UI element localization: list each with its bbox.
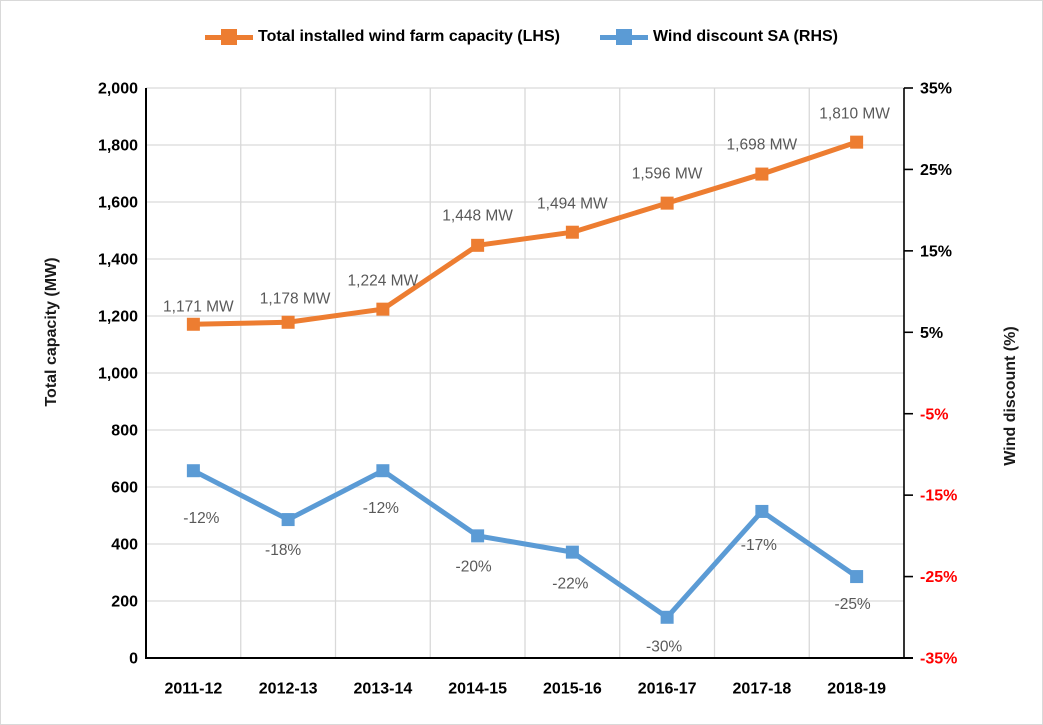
category-label: 2013-14 xyxy=(354,681,413,698)
data-label-discount: -12% xyxy=(183,510,219,527)
legend-square-swatch xyxy=(220,29,237,45)
data-point-marker-discount xyxy=(850,570,864,584)
data-point-marker-capacity xyxy=(850,135,864,149)
data-label-capacity: 1,698 MW xyxy=(727,136,798,153)
category-label: 2015-16 xyxy=(543,681,602,698)
right-axis-tick-label: 15% xyxy=(920,243,952,260)
left-axis-tick-label: 1,200 xyxy=(98,309,138,326)
data-point-marker-discount xyxy=(186,464,200,478)
data-label-capacity: 1,810 MW xyxy=(819,106,890,123)
right-axis-tick-label: -25% xyxy=(920,569,957,586)
series-line-capacity xyxy=(190,139,860,327)
data-label-discount: -12% xyxy=(363,500,399,517)
data-point-marker-capacity xyxy=(471,238,485,252)
data-label-capacity: 1,494 MW xyxy=(537,196,608,213)
data-label-discount: -18% xyxy=(265,542,301,559)
right-axis-tick-label: -35% xyxy=(920,651,957,668)
data-label-discount: -17% xyxy=(741,537,777,554)
data-point-marker-capacity xyxy=(755,167,769,181)
data-point-marker-capacity xyxy=(281,315,295,329)
data-point-marker-capacity xyxy=(565,225,579,239)
data-point-marker-discount xyxy=(565,545,579,559)
category-label: 2012-13 xyxy=(259,681,318,698)
legend-item-capacity: Total installed wind farm capacity (LHS) xyxy=(204,28,560,46)
data-label-capacity: 1,448 MW xyxy=(442,208,513,225)
left-axis-tick-label: 1,800 xyxy=(98,138,138,155)
category-label: 2016-17 xyxy=(638,681,697,698)
category-label: 2014-15 xyxy=(448,681,507,698)
left-axis-tick-label: 800 xyxy=(111,423,138,440)
legend-label-discount: Wind discount SA (RHS) xyxy=(652,28,838,45)
category-label: 2011-12 xyxy=(164,681,222,698)
data-label-discount: -22% xyxy=(552,576,588,593)
data-label-capacity: 1,178 MW xyxy=(260,291,331,308)
data-label-capacity: 1,596 MW xyxy=(632,166,703,183)
line-square-marker-icon xyxy=(599,29,648,45)
legend: Total installed wind farm capacity (LHS)… xyxy=(1,28,1042,46)
data-label-discount: -20% xyxy=(456,558,492,575)
data-point-marker-discount xyxy=(471,529,485,543)
left-axis-tick-label: 1,000 xyxy=(98,366,138,383)
data-point-marker-discount xyxy=(281,513,295,527)
left-axis-tick-label: 600 xyxy=(111,480,138,497)
data-point-marker-discount xyxy=(660,610,674,624)
right-axis-tick-label: 5% xyxy=(920,325,943,342)
legend-square-swatch xyxy=(615,29,632,45)
right-axis-tick-label: -5% xyxy=(920,406,948,423)
data-label-discount: -25% xyxy=(835,596,871,613)
right-axis-tick-label: -15% xyxy=(920,488,957,505)
category-label: 2017-18 xyxy=(733,681,792,698)
left-axis-tick-label: 200 xyxy=(111,594,138,611)
line-square-marker-icon xyxy=(204,29,253,45)
data-label-capacity: 1,171 MW xyxy=(163,299,234,316)
right-axis-tick-label: 25% xyxy=(920,162,952,179)
data-label-discount: -30% xyxy=(646,639,682,656)
data-point-marker-discount xyxy=(376,464,390,478)
data-point-marker-capacity xyxy=(660,196,674,210)
series-line-discount xyxy=(190,468,860,620)
legend-item-discount: Wind discount SA (RHS) xyxy=(599,28,838,46)
left-axis-tick-label: 0 xyxy=(129,651,138,668)
data-point-marker-capacity xyxy=(186,317,200,331)
left-axis-tick-label: 2,000 xyxy=(98,81,138,98)
left-axis-tick-label: 400 xyxy=(111,537,138,554)
left-axis-tick-label: 1,400 xyxy=(98,252,138,269)
data-label-capacity: 1,224 MW xyxy=(348,273,419,290)
category-label: 2018-19 xyxy=(827,681,886,698)
right-axis-tick-label: 35% xyxy=(920,81,952,98)
left-axis-tick-label: 1,600 xyxy=(98,195,138,212)
data-point-marker-discount xyxy=(755,504,769,518)
legend-label-capacity: Total installed wind farm capacity (LHS) xyxy=(257,28,560,45)
data-point-marker-capacity xyxy=(376,302,390,316)
